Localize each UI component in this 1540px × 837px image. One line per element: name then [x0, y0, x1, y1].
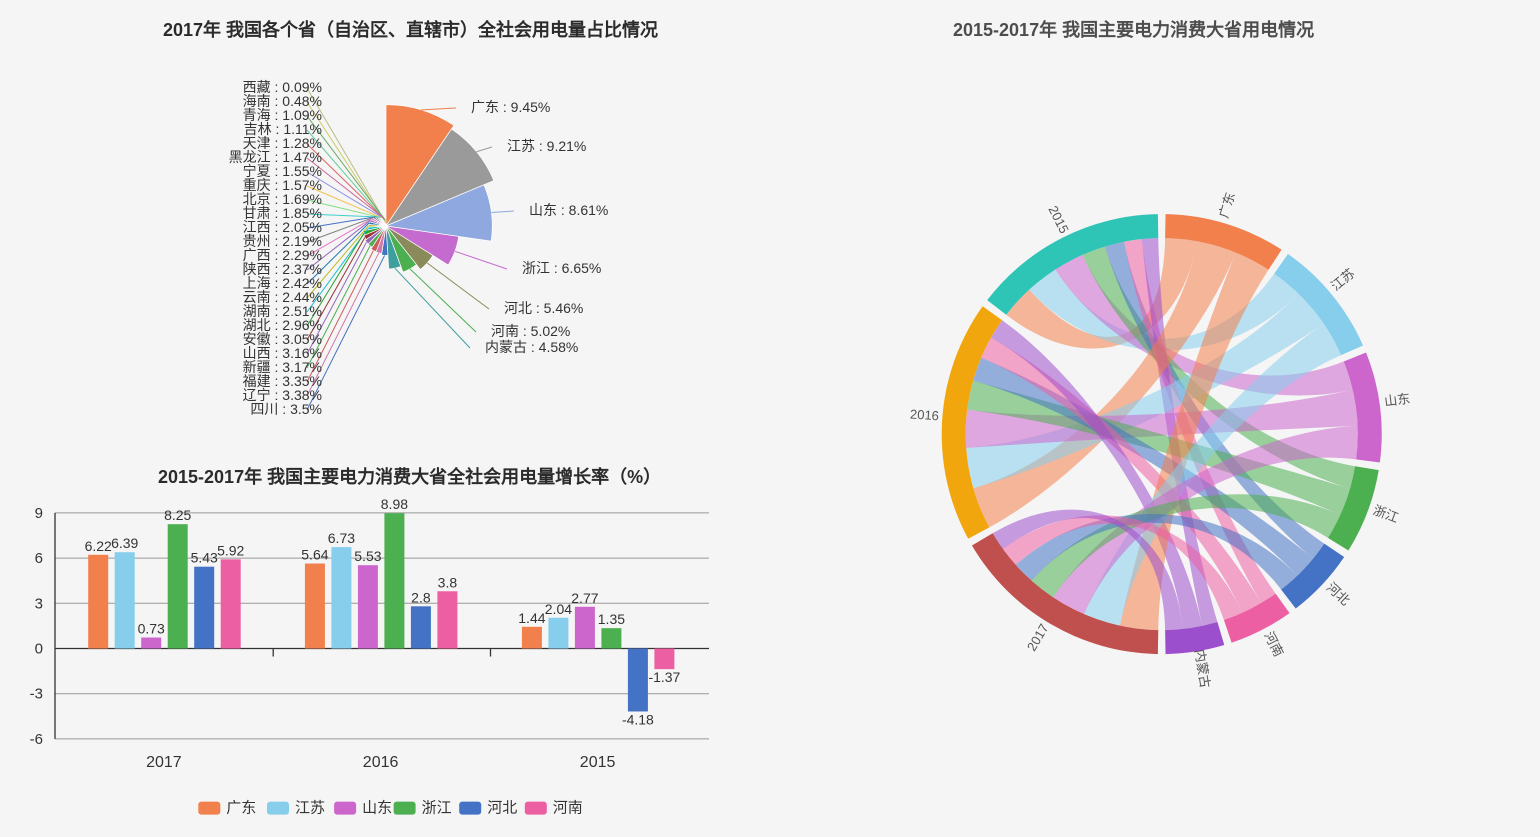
svg-text:8.25: 8.25 [164, 507, 191, 523]
svg-text:2017: 2017 [1024, 621, 1052, 654]
svg-text:5.92: 5.92 [217, 542, 244, 558]
svg-text:3.8: 3.8 [438, 574, 458, 590]
svg-text:6.39: 6.39 [111, 535, 138, 551]
svg-text:6: 6 [35, 550, 43, 567]
svg-text:9: 9 [35, 505, 43, 522]
svg-text:山东: 山东 [362, 800, 392, 817]
svg-text:2015: 2015 [580, 754, 616, 771]
svg-text:0.73: 0.73 [138, 621, 165, 637]
svg-text:2.04: 2.04 [545, 601, 572, 617]
svg-text:-4.18: -4.18 [622, 711, 654, 727]
svg-text:1.35: 1.35 [598, 611, 625, 627]
svg-text:内蒙古: 内蒙古 [1192, 648, 1213, 689]
svg-text:江苏: 江苏 [1328, 266, 1358, 294]
svg-text:浙江: 浙江 [422, 800, 452, 817]
svg-text:6.73: 6.73 [328, 530, 355, 546]
svg-text:3: 3 [35, 595, 43, 612]
svg-text:2016: 2016 [363, 754, 399, 771]
svg-text:-1.37: -1.37 [648, 669, 680, 685]
svg-text:河北: 河北 [487, 800, 517, 817]
svg-text:河北: 河北 [1324, 579, 1353, 608]
svg-text:江苏: 江苏 [295, 800, 325, 817]
svg-text:广东: 广东 [1216, 191, 1238, 220]
svg-text:-3: -3 [30, 686, 43, 703]
svg-text:河南: 河南 [553, 800, 583, 817]
svg-text:山东: 山东 [1383, 391, 1411, 409]
svg-text:浙江: 浙江 [1371, 502, 1401, 525]
svg-text:5.64: 5.64 [301, 547, 328, 563]
svg-text:8.98: 8.98 [381, 496, 408, 512]
svg-text:2.8: 2.8 [411, 589, 431, 605]
svg-text:5.53: 5.53 [354, 548, 381, 564]
svg-text:0: 0 [35, 641, 43, 658]
svg-text:2016: 2016 [910, 407, 940, 424]
svg-text:河南: 河南 [1261, 629, 1286, 659]
svg-text:2.77: 2.77 [571, 590, 598, 606]
svg-text:2017: 2017 [146, 754, 182, 771]
svg-text:广东: 广东 [226, 800, 256, 817]
svg-text:-6: -6 [30, 731, 43, 748]
svg-text:2015: 2015 [1045, 203, 1071, 236]
svg-text:1.44: 1.44 [518, 610, 545, 626]
svg-text:6.22: 6.22 [85, 538, 112, 554]
svg-text:5.43: 5.43 [191, 550, 218, 566]
